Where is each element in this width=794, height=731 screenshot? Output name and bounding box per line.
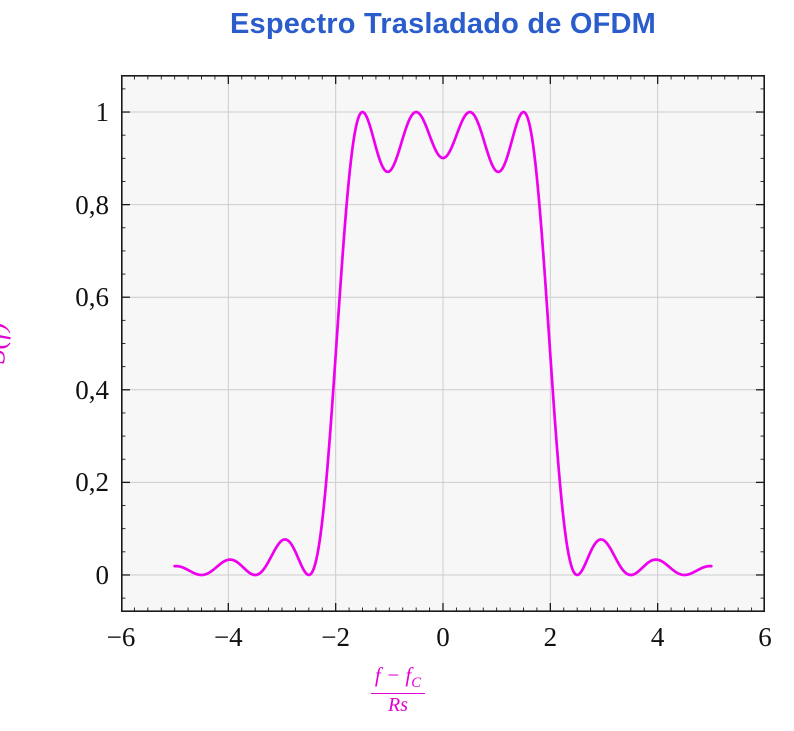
x-tick-label: 4 xyxy=(650,622,665,652)
y-axis-label: S(f) xyxy=(0,322,12,364)
y-tick-label: 0,6 xyxy=(75,282,109,313)
y-tick-label: 0,2 xyxy=(75,467,109,498)
x-axis-label-fraction: f − fC Rs xyxy=(370,663,426,717)
y-tick-label: 1 xyxy=(95,97,110,128)
x-tick-label: 0 xyxy=(436,622,450,652)
x-tick-label: −2 xyxy=(321,622,351,652)
x-tick-label: 2 xyxy=(543,622,558,652)
y-tick-label: 0,8 xyxy=(75,189,109,220)
plot-area xyxy=(121,75,765,612)
x-axis-label-denominator: Rs xyxy=(388,694,408,717)
x-tick-label: 6 xyxy=(758,622,772,652)
x-tick-label: −4 xyxy=(213,622,243,652)
y-tick-label: 0,4 xyxy=(75,374,109,405)
x-axis-label-numerator: f − fC xyxy=(370,663,426,695)
x-tick-label: −6 xyxy=(106,622,136,652)
chart-title: Espectro Trasladado de OFDM xyxy=(230,8,656,40)
plot-svg xyxy=(121,75,765,612)
y-tick-label: 0 xyxy=(95,559,110,590)
